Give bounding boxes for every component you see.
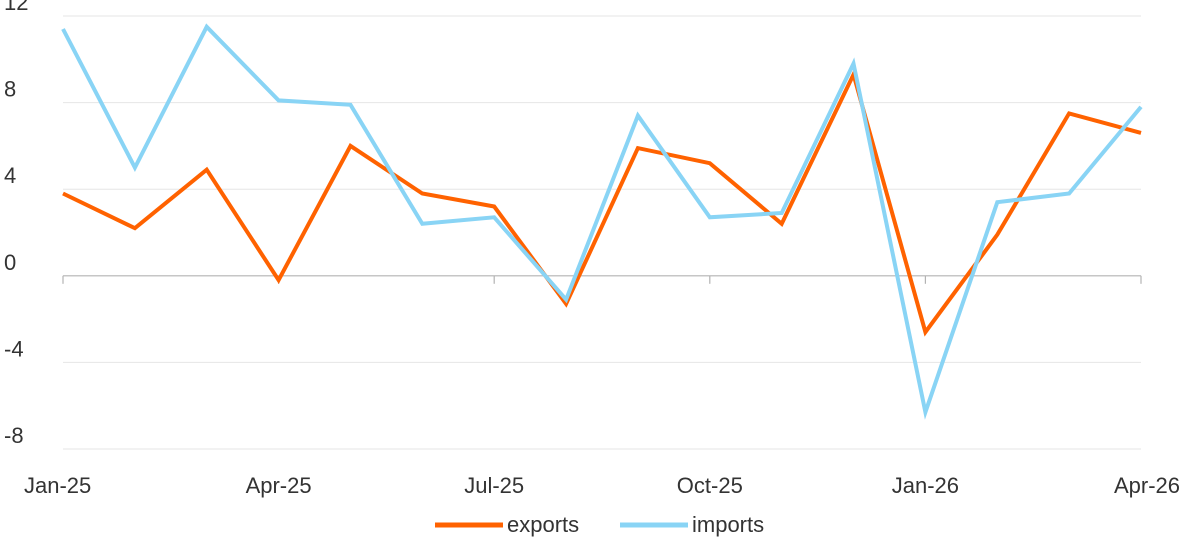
- y-tick-label: 8: [4, 77, 16, 102]
- x-tick-label: Oct-25: [677, 473, 743, 498]
- series-line-imports: [61, 23, 1143, 420]
- y-tick-label: -8: [4, 423, 24, 448]
- legend-label-imports: imports: [692, 512, 764, 537]
- gridlines: [62, 15, 1142, 450]
- x-tick-label: Jan-25: [24, 473, 91, 498]
- series-line-exports: [62, 68, 1142, 337]
- y-tick-label: 12: [4, 0, 28, 15]
- x-tick-label: Jan-26: [892, 473, 959, 498]
- legend: exports imports: [435, 512, 764, 537]
- y-tick-label: 4: [4, 163, 16, 188]
- y-axis-tick-labels: 12 8 4 0 -4 -8: [4, 0, 28, 448]
- x-tick-label: Jul-25: [464, 473, 524, 498]
- x-tick-label: Apr-26: [1114, 473, 1180, 498]
- y-tick-label: -4: [4, 336, 24, 361]
- legend-label-exports: exports: [507, 512, 579, 537]
- y-tick-label: 0: [4, 250, 16, 275]
- x-axis-tick-labels: Jan-25 Apr-25 Jul-25 Oct-25 Jan-26 Apr-26: [24, 473, 1180, 498]
- x-tick-label: Apr-25: [246, 473, 312, 498]
- series-lines: [61, 23, 1143, 420]
